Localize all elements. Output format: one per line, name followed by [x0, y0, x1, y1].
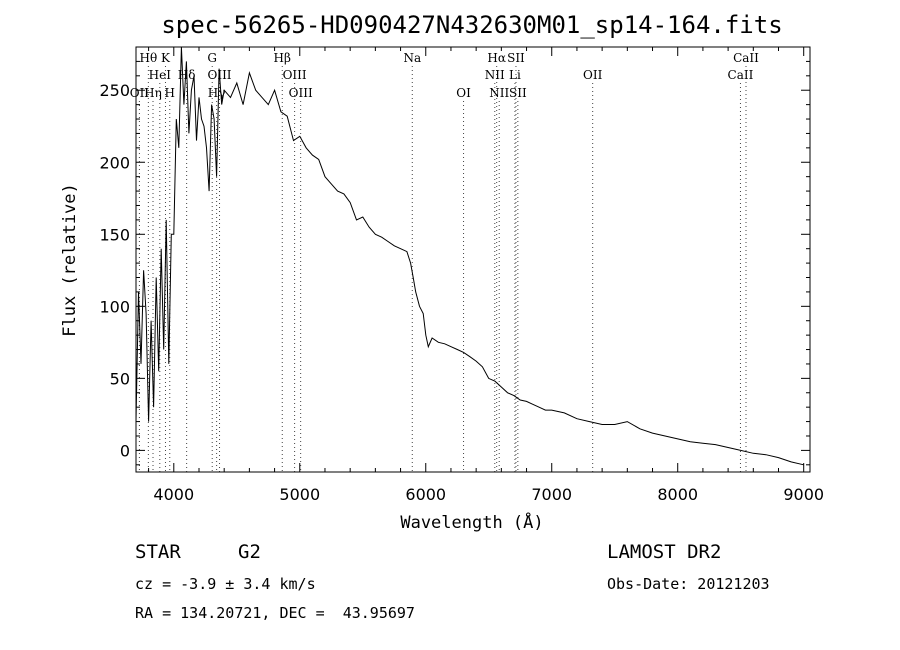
- y-tick-label: 100: [99, 297, 130, 316]
- spectrum-line: [135, 46, 804, 466]
- marker-label: Hα: [487, 51, 506, 65]
- axis-ticks: 4000 5000 6000 7000 8000 9000 0 50 100 150 200 250: [99, 47, 824, 504]
- marker-label: OII: [130, 86, 150, 100]
- x-tick-label: 8000: [657, 485, 698, 504]
- marker-label: OIII: [283, 68, 307, 82]
- y-tick-label: 150: [99, 225, 130, 244]
- y-tick-label: 250: [99, 81, 130, 100]
- survey-name: LAMOST DR2: [607, 541, 722, 563]
- marker-label: Li: [509, 68, 521, 82]
- marker-label: OIII: [289, 86, 313, 100]
- x-tick-label: 6000: [405, 485, 446, 504]
- marker-label: NII: [489, 86, 509, 100]
- observation-date: Obs-Date: 20121203: [607, 575, 770, 593]
- marker-label: Na: [403, 51, 421, 65]
- y-tick-label: 200: [99, 153, 130, 172]
- marker-label: Hθ: [139, 51, 157, 65]
- marker-label: HeI: [149, 68, 172, 82]
- redshift-cz: cz = -3.9 ± 3.4 km/s: [135, 575, 316, 593]
- x-tick-label: 5000: [279, 485, 320, 504]
- object-subclass: G2: [238, 541, 261, 563]
- object-class: STAR: [135, 541, 181, 563]
- marker-label: SII: [507, 51, 525, 65]
- marker-label: H: [165, 86, 175, 100]
- marker-label: G: [207, 51, 217, 65]
- x-tick-label: 4000: [153, 485, 194, 504]
- y-axis-label: Flux (relative): [60, 183, 80, 337]
- x-tick-label: 7000: [531, 485, 572, 504]
- spectrum-chart: spec-56265-HD090427N432630M01_sp14-164.f…: [60, 11, 824, 533]
- y-tick-label: 0: [120, 441, 130, 460]
- y-tick-label: 50: [110, 369, 130, 388]
- marker-label: SII: [509, 86, 527, 100]
- marker-label: Hη: [144, 86, 162, 100]
- chart-title: spec-56265-HD090427N432630M01_sp14-164.f…: [161, 11, 782, 39]
- marker-label: OI: [456, 86, 471, 100]
- plot-frame: [135, 46, 811, 473]
- marker-label: Hβ: [274, 51, 291, 65]
- marker-label: K: [161, 51, 171, 65]
- marker-label: OII: [583, 68, 603, 82]
- marker-label: CaII: [728, 68, 754, 82]
- x-tick-label: 9000: [783, 485, 824, 504]
- coordinates: RA = 134.20721, DEC = 43.95697: [135, 604, 415, 622]
- marker-label: CaII: [733, 51, 759, 65]
- marker-label: NII: [485, 68, 505, 82]
- x-axis-label: Wavelength (Å): [400, 511, 543, 533]
